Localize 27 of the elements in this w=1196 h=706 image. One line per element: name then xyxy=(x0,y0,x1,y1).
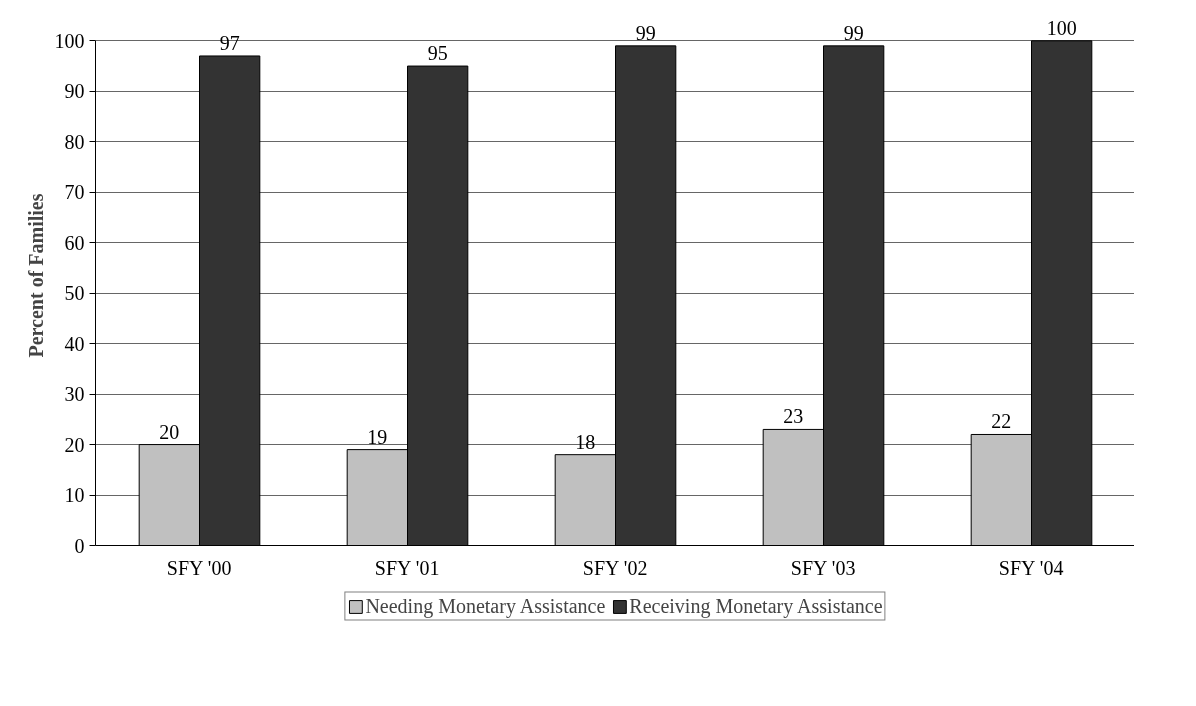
legend-label: Receiving Monetary Assistance xyxy=(629,594,883,618)
y-tick-label: 20 xyxy=(64,433,85,456)
y-tick-label: 100 xyxy=(54,29,85,52)
data-label: 100 xyxy=(1046,16,1077,39)
y-tick-label: 60 xyxy=(64,231,85,254)
data-label: 22 xyxy=(991,410,1012,433)
y-tick-label: 40 xyxy=(64,332,85,355)
y-tick-label: 90 xyxy=(64,80,85,103)
data-label: 20 xyxy=(159,420,180,443)
x-tick-label: SFY '02 xyxy=(582,556,648,579)
x-tick-label: SFY '03 xyxy=(790,556,856,579)
data-label: 23 xyxy=(783,405,804,428)
y-tick-label: 0 xyxy=(74,534,85,557)
y-tick-label: 70 xyxy=(64,181,85,204)
x-tick-label: SFY '00 xyxy=(166,556,232,579)
x-tick-label: SFY '04 xyxy=(998,556,1064,579)
data-label: 95 xyxy=(427,42,448,65)
y-tick-label: 80 xyxy=(64,130,85,153)
y-tick-label: 10 xyxy=(64,484,85,507)
legend-label: Needing Monetary Assistance xyxy=(365,594,606,618)
y-tick-label: 30 xyxy=(64,383,85,406)
x-tick-label: SFY '01 xyxy=(374,556,440,579)
y-axis-title: Percent of Families xyxy=(24,193,47,358)
y-tick-label: 50 xyxy=(64,282,85,305)
data-label: 19 xyxy=(367,425,388,448)
data-label: 99 xyxy=(843,21,864,44)
data-label: 99 xyxy=(635,21,656,44)
